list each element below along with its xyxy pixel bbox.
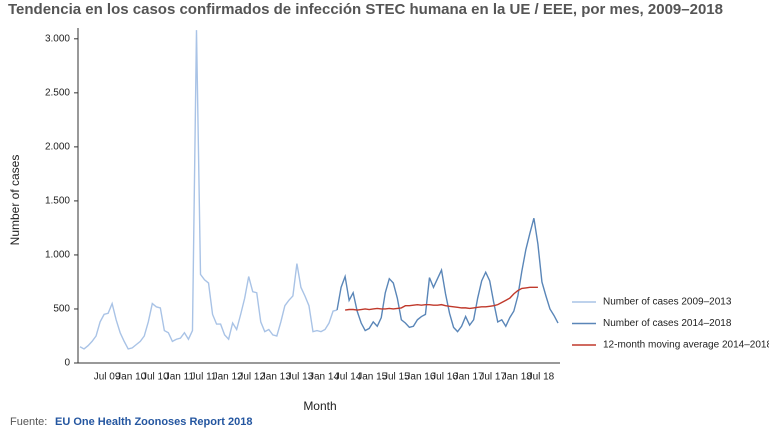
x-tick-label: Jan 18 <box>502 372 532 383</box>
x-tick-label: Jul 17 <box>479 372 506 383</box>
y-tick-label: 500 <box>53 304 70 315</box>
y-axis-title: Number of cases <box>8 155 22 246</box>
series-line <box>336 218 559 333</box>
x-tick-label: Jan 12 <box>213 372 243 383</box>
y-tick-label: 1.000 <box>45 250 70 261</box>
y-tick-label: 2.500 <box>45 87 70 98</box>
legend-label: 12-month moving average 2014–2018 <box>603 340 769 351</box>
x-tick-label: Jul 14 <box>335 372 362 383</box>
x-tick-label: Jul 16 <box>431 372 458 383</box>
y-tick-label: 1.500 <box>45 196 70 207</box>
x-tick-label: Jan 15 <box>357 372 387 383</box>
source-label: Fuente: <box>10 416 47 428</box>
x-tick-label: Jan 17 <box>454 372 484 383</box>
x-tick-label: Jul 18 <box>528 372 555 383</box>
legend-label: Number of cases 2014–2018 <box>603 318 732 329</box>
x-tick-label: Jul 11 <box>191 372 217 383</box>
x-tick-label: Jan 16 <box>405 372 435 383</box>
x-tick-label: Jul 13 <box>287 372 314 383</box>
y-tick-label: 3.000 <box>45 33 70 44</box>
source-text: EU One Health Zoonoses Report 2018 <box>55 416 252 428</box>
x-tick-label: Jan 10 <box>116 372 146 383</box>
x-tick-label: Jul 10 <box>142 372 169 383</box>
chart-title: Tendencia en los casos confirmados de in… <box>8 1 723 18</box>
x-tick-label: Jul 09 <box>94 372 121 383</box>
x-tick-label: Jan 11 <box>165 372 195 383</box>
y-tick-label: 2.000 <box>45 142 70 153</box>
series-line <box>79 30 338 350</box>
legend-label: Number of cases 2009–2013 <box>603 297 732 308</box>
x-tick-label: Jan 14 <box>309 372 339 383</box>
series-line <box>345 286 538 311</box>
x-tick-label: Jul 12 <box>238 372 265 383</box>
x-tick-label: Jul 15 <box>383 372 410 383</box>
x-tick-label: Jan 13 <box>261 372 291 383</box>
y-tick-label: 0 <box>64 358 70 369</box>
x-axis-title: Month <box>303 399 336 413</box>
